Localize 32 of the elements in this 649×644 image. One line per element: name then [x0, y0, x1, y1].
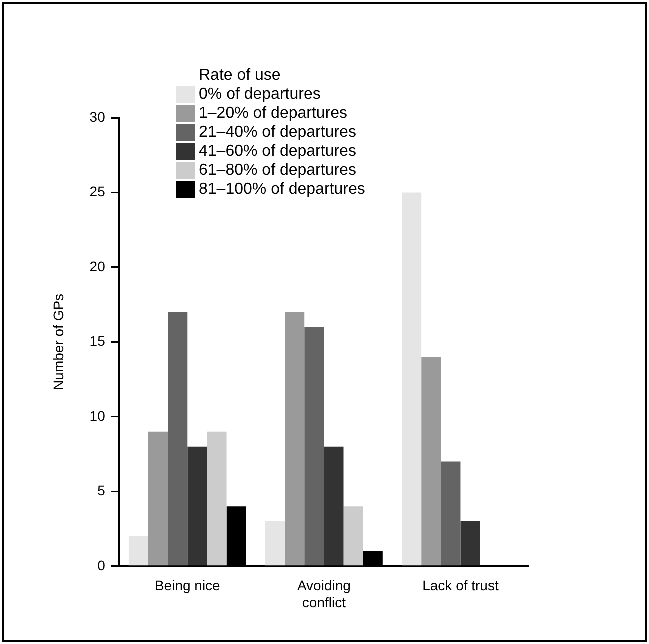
bar	[168, 312, 188, 566]
y-tick-label: 30	[90, 108, 106, 125]
y-tick-label: 15	[90, 333, 106, 350]
legend-label: 61–80% of departures	[199, 161, 356, 180]
bar	[207, 432, 227, 566]
bar	[402, 192, 422, 566]
legend-title: Rate of use	[199, 66, 282, 85]
y-tick-label: 0	[98, 557, 106, 574]
y-tick-label: 20	[90, 258, 106, 274]
bar	[324, 446, 344, 566]
legend-label: 41–60% of departures	[199, 142, 356, 161]
bar	[128, 536, 148, 566]
bar	[148, 432, 168, 566]
bar	[265, 522, 286, 566]
bar	[460, 522, 480, 566]
bar	[304, 327, 324, 566]
bar	[422, 357, 442, 566]
legend-label: 81–100% of departures	[199, 180, 366, 199]
legend-label: 21–40% of departures	[199, 123, 356, 142]
y-tick-label: 5	[98, 482, 106, 499]
bar	[188, 446, 208, 566]
y-tick-label: 10	[90, 408, 106, 424]
legend-label: 1–20% of departures	[199, 104, 348, 123]
y-tick-label: 25	[90, 184, 106, 200]
y-axis-title: Number of GPs	[50, 294, 66, 390]
x-tick-label: Lack of trust	[422, 578, 499, 594]
x-tick-label: Being nice	[154, 578, 221, 594]
x-tick-label: Avoiding conflict	[297, 578, 351, 610]
bar	[344, 506, 364, 566]
legend-label: 0% of departures	[199, 85, 321, 104]
bar	[285, 312, 305, 566]
bar	[441, 462, 461, 566]
